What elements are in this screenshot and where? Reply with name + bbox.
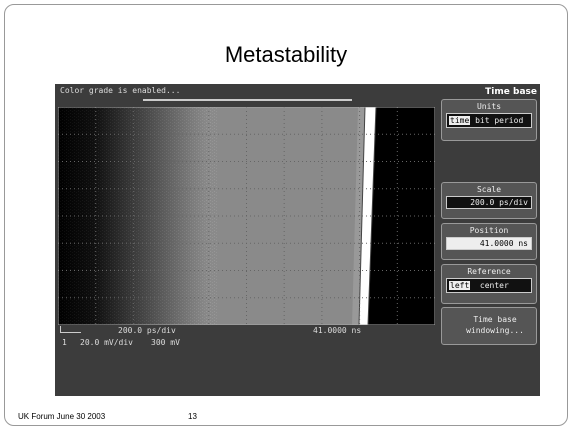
units-box[interactable]: Units time bit period	[441, 99, 537, 141]
position-readout: 41.0000 ns	[313, 326, 361, 335]
slide-title: Metastability	[0, 42, 572, 68]
reference-box[interactable]: Reference left center	[441, 264, 537, 304]
units-option[interactable]: bit period	[475, 116, 523, 125]
waveform-display	[58, 107, 435, 325]
vscale-readout: 20.0 mV/div	[80, 338, 133, 347]
timebase-readout: 200.0 ps/div	[118, 326, 176, 335]
units-label: Units	[442, 102, 536, 111]
windowing-label: Time base windowing...	[460, 314, 530, 336]
scale-box[interactable]: Scale 200.0 ps/div	[441, 182, 537, 219]
position-label: Position	[442, 226, 536, 235]
position-box[interactable]: Position 41.0000 ns	[441, 223, 537, 260]
status-bar	[143, 99, 352, 101]
reference-option[interactable]: center	[480, 281, 509, 290]
scale-label: Scale	[442, 185, 536, 194]
reference-option-selected[interactable]: left	[449, 281, 470, 290]
reference-label: Reference	[442, 267, 536, 276]
trigger-marker	[60, 326, 81, 333]
panel-title: Time base	[441, 87, 537, 97]
status-text: Color grade is enabled...	[60, 86, 180, 95]
position-value: 41.0000 ns	[446, 237, 532, 250]
footer-text: UK Forum June 30 2003	[18, 412, 105, 421]
units-options: time bit period	[446, 113, 532, 128]
windowing-box[interactable]: Time base windowing...	[441, 307, 537, 345]
scale-value: 200.0 ps/div	[446, 196, 532, 209]
page: Metastability Color grade is enabled... …	[0, 0, 572, 430]
offset-readout: 300 mV	[151, 338, 180, 347]
page-number: 13	[188, 412, 197, 421]
units-option-selected[interactable]: time	[449, 116, 470, 125]
channel-readout: 1	[62, 338, 67, 347]
reference-options: left center	[446, 278, 532, 293]
